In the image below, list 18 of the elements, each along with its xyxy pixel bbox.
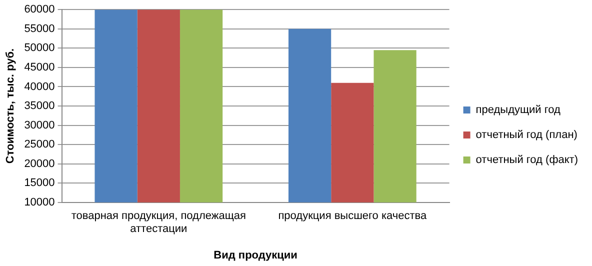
legend-label: отчетный год (факт) <box>476 154 578 166</box>
legend-label: отчетный год (план) <box>476 129 578 142</box>
y-tick-label: 30000 <box>24 119 55 132</box>
y-tick-label: 55000 <box>24 22 55 35</box>
y-tick-label: 15000 <box>24 177 55 190</box>
x-tick-label: продукция высшего качества <box>278 210 428 222</box>
y-tick-label: 25000 <box>24 138 55 151</box>
legend-label: предыдущий год <box>476 104 562 116</box>
y-tick-label: 45000 <box>24 61 55 74</box>
y-tick-label: 35000 <box>24 100 55 112</box>
x-tick-label: товарная продукция, подлежащая аттестации <box>71 210 246 236</box>
y-tick-label: 10000 <box>24 196 55 208</box>
y-tick-label: 40000 <box>24 80 55 93</box>
y-tick-label: 20000 <box>24 158 55 170</box>
y-tick-label: 50000 <box>24 42 55 54</box>
y-tick-label: 60000 <box>24 4 55 16</box>
y-axis-title: Стоимость, тыс. руб. <box>4 48 17 164</box>
x-axis-title: Вид продукции <box>214 249 298 262</box>
